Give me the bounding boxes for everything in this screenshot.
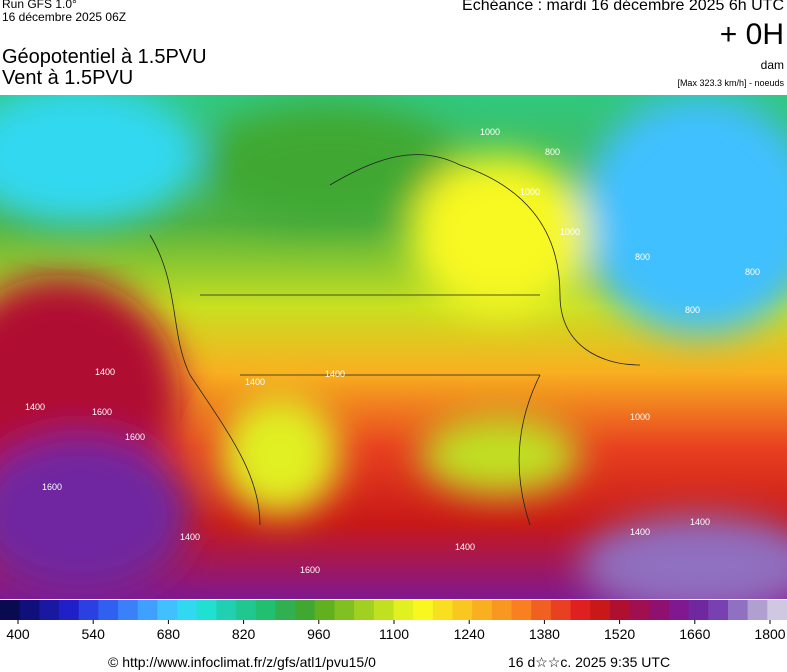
- contour-label: 1400: [455, 542, 475, 552]
- colorbar-swatch: [275, 600, 296, 620]
- map: 1000 800 1000 1000 800 800 800 1400 1400 1600 1600…: [0, 95, 787, 599]
- contour-label: 1400: [95, 367, 115, 377]
- colorbar-swatch: [334, 600, 355, 620]
- coastlines: [149, 154, 641, 526]
- contour-label: 1600: [92, 407, 112, 417]
- contour-label: 1600: [300, 565, 320, 575]
- colorbar-swatch: [0, 600, 21, 620]
- max-wind: [Max 323.3 km/h] - noeuds: [677, 78, 784, 88]
- lead-time: + 0H: [719, 18, 784, 51]
- colorbar-tick-label: 540: [82, 626, 106, 642]
- contour-label: 1000: [560, 227, 580, 237]
- contour-label: 1000: [480, 127, 500, 137]
- colorbar-swatch: [393, 600, 414, 620]
- field-shading: [0, 95, 787, 599]
- colorbar-swatch: [491, 600, 513, 620]
- colorbar-tick-label: 1520: [604, 626, 635, 642]
- contour-label: 1400: [630, 527, 650, 537]
- colorbar-swatch: [708, 600, 729, 620]
- colorbar-swatch: [137, 600, 158, 620]
- contour-label: 1400: [690, 517, 710, 527]
- colorbar-swatch: [98, 600, 119, 620]
- colorbar-swatch: [216, 600, 237, 620]
- colorbar-swatch: [727, 600, 749, 620]
- colorbar-swatch: [78, 600, 99, 620]
- contour-label: 800: [635, 252, 650, 262]
- subtitle: Vent à 1.5PVU: [2, 67, 134, 89]
- colorbar-swatch: [668, 600, 690, 620]
- colorbar-swatch: [767, 600, 787, 620]
- contour-label: 1600: [42, 482, 62, 492]
- colorbar-swatch: [688, 600, 709, 620]
- colorbar-swatch: [354, 600, 375, 620]
- colorbar-swatch: [236, 600, 257, 620]
- colorbar-swatch: [629, 600, 650, 620]
- contour-label: 800: [745, 267, 760, 277]
- colorbar-swatch: [59, 600, 80, 620]
- colorbar-swatch: [196, 600, 217, 620]
- colorbar-swatch: [413, 600, 434, 620]
- colorbar-swatch: [39, 600, 60, 620]
- colorbar-swatch: [590, 600, 611, 620]
- contour-label: 1600: [125, 432, 145, 442]
- run-date: 16 décembre 2025 06Z: [2, 10, 127, 24]
- colorbar-swatch: [373, 600, 394, 620]
- colorbar-swatch: [747, 600, 768, 620]
- colorbar-tick-label: 680: [157, 626, 181, 642]
- colorbar-swatch: [255, 600, 276, 620]
- colorbar-tick-label: 1100: [379, 626, 409, 642]
- colorbar-swatch: [157, 600, 178, 620]
- contour-label: 800: [685, 305, 700, 315]
- colorbar-swatch: [511, 600, 532, 620]
- colorbar-swatch: [177, 600, 198, 620]
- colorbar: 400 540 680 820 960 1100 1240 1380 1520 1660 1800 ©…: [0, 600, 787, 670]
- colorbar-tick-label: 1380: [529, 626, 560, 642]
- colorbar-swatch: [472, 600, 493, 620]
- colorbar-swatch: [118, 600, 139, 620]
- colorbar-swatch: [609, 600, 631, 620]
- title: Géopotentiel à 1.5PVU: [2, 46, 207, 68]
- footer-source: © http://www.infoclimat.fr/z/gfs/atl1/pv…: [108, 654, 376, 670]
- unit: dam: [760, 58, 784, 72]
- colorbar-tick-label: 1240: [454, 626, 485, 642]
- contour-label: 1400: [325, 369, 345, 379]
- contour-label: 1400: [245, 377, 265, 387]
- contour-label: 1400: [25, 402, 45, 412]
- footer-stamp: 16 d☆☆c. 2025 9:35 UTC: [508, 654, 670, 670]
- colorbar-tick-label: 820: [232, 626, 256, 642]
- colorbar-swatch: [314, 600, 335, 620]
- colorbar-swatch: [295, 600, 316, 620]
- valid-time: Echéance : mardi 16 décembre 2025 6h UTC: [462, 0, 784, 14]
- contour-label: 1000: [630, 412, 650, 422]
- colorbar-swatch: [432, 600, 454, 620]
- colorbar-swatch: [570, 600, 591, 620]
- colorbar-swatch: [531, 600, 552, 620]
- colorbar-swatch: [452, 600, 473, 620]
- colorbar-tick-label: 960: [307, 626, 331, 642]
- run-label: Run GFS 1.0°: [2, 0, 77, 11]
- contour-label: 1400: [180, 532, 200, 542]
- colorbar-tick-label: 1660: [679, 626, 710, 642]
- colorbar-swatch: [19, 600, 40, 620]
- colorbar-swatch: [649, 600, 670, 620]
- contour-label: 1000: [520, 187, 540, 197]
- colorbar-swatch: [550, 600, 572, 620]
- contour-label: 800: [545, 147, 560, 157]
- colorbar-tick-label: 400: [6, 626, 30, 642]
- colorbar-tick-label: 1800: [754, 626, 785, 642]
